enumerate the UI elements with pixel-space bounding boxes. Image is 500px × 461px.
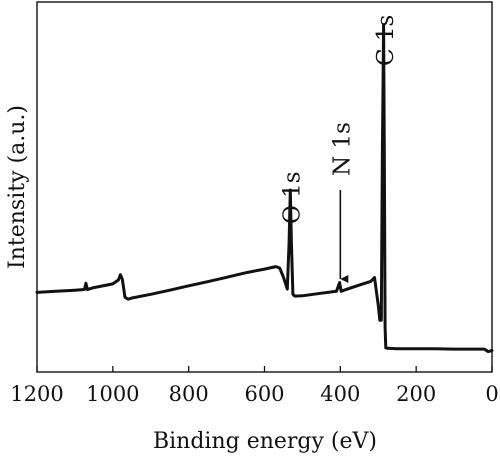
peak-label-c-1s: C 1s <box>373 15 399 66</box>
plot-frame <box>36 1 493 373</box>
y-axis-title: Intensity (a.u.) <box>5 105 30 269</box>
plot-layer <box>35 23 494 354</box>
x-tick-label: 1200 <box>10 382 63 406</box>
peak-label-o-1s: O 1s <box>279 171 305 224</box>
label-layer: O 1s N 1s C 1s <box>279 15 399 283</box>
x-tick-label: 1000 <box>86 382 139 406</box>
xps-spectrum-line-0 <box>35 23 494 354</box>
x-tick-label: 0 <box>485 382 498 406</box>
x-tick-label: 800 <box>169 382 209 406</box>
x-tick-label: 200 <box>396 382 436 406</box>
x-tick-label: 600 <box>244 382 284 406</box>
x-axis-title: Binding energy (eV) <box>153 429 377 454</box>
peak-label-n-1s: N 1s <box>329 122 355 176</box>
x-tick-label: 400 <box>320 382 360 406</box>
axis-layer: 1200 1000 800 600 400 200 0 <box>10 1 499 406</box>
